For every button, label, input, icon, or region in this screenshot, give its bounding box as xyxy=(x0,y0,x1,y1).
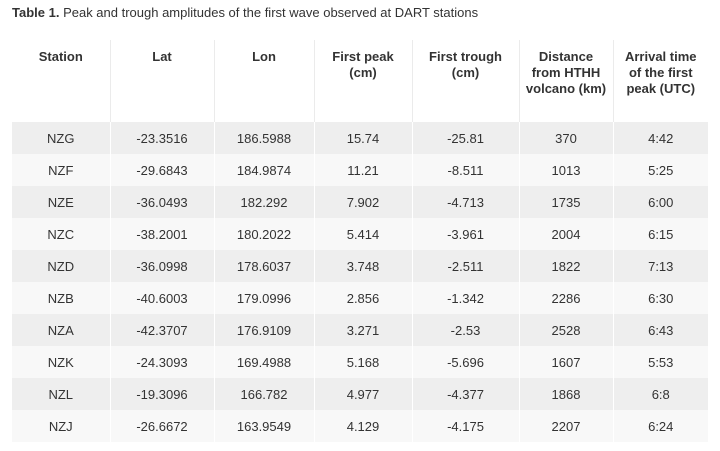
cell-distance: 1868 xyxy=(519,378,614,410)
cell-first-peak: 4.129 xyxy=(314,410,413,442)
header-lat: Lat xyxy=(110,40,215,122)
cell-first-peak: 4.977 xyxy=(314,378,413,410)
cell-lat: -24.3093 xyxy=(110,346,215,378)
cell-lon: 182.292 xyxy=(214,186,315,218)
cell-first-peak: 3.748 xyxy=(314,250,413,282)
cell-first-peak: 15.74 xyxy=(314,122,413,154)
table-caption: Table 1. Peak and trough amplitudes of t… xyxy=(12,4,478,22)
header-distance: Distance from HTHH volcano (km) xyxy=(519,40,614,122)
cell-station: NZB xyxy=(12,282,111,314)
cell-lat: -19.3096 xyxy=(110,378,215,410)
cell-first-peak: 5.168 xyxy=(314,346,413,378)
table-row: NZA -42.3707 176.9109 3.271 -2.53 2528 6:43 xyxy=(12,314,708,346)
cell-distance: 2207 xyxy=(519,410,614,442)
cell-lon: 179.0996 xyxy=(214,282,315,314)
cell-station: NZG xyxy=(12,122,111,154)
cell-first-peak: 11.21 xyxy=(314,154,413,186)
header-row: Station Lat Lon First peak (cm) First tr… xyxy=(12,40,708,122)
cell-lon: 184.9874 xyxy=(214,154,315,186)
cell-arrival-time: 5:53 xyxy=(613,346,708,378)
cell-station: NZC xyxy=(12,218,111,250)
table-header: Station Lat Lon First peak (cm) First tr… xyxy=(12,40,708,122)
cell-distance: 1013 xyxy=(519,154,614,186)
table-caption-text: Peak and trough amplitudes of the first … xyxy=(59,5,479,20)
cell-distance: 1607 xyxy=(519,346,614,378)
cell-lat: -29.6843 xyxy=(110,154,215,186)
table-row: NZC -38.2001 180.2022 5.414 -3.961 2004 6:15 xyxy=(12,218,708,250)
header-arrival-time: Arrival time of the first peak (UTC) xyxy=(624,49,697,96)
cell-distance: 370 xyxy=(519,122,614,154)
data-table-container: Station Lat Lon First peak (cm) First tr… xyxy=(12,40,708,442)
table-row: NZL -19.3096 166.782 4.977 -4.377 1868 6:8 xyxy=(12,378,708,410)
cell-lon: 178.6037 xyxy=(214,250,315,282)
cell-first-trough: -25.81 xyxy=(412,122,520,154)
cell-lat: -42.3707 xyxy=(110,314,215,346)
cell-lat: -23.3516 xyxy=(110,122,215,154)
cell-first-trough: -8.511 xyxy=(412,154,520,186)
cell-first-trough: -4.377 xyxy=(412,378,520,410)
cell-first-peak: 3.271 xyxy=(314,314,413,346)
cell-lat: -40.6003 xyxy=(110,282,215,314)
cell-distance: 1822 xyxy=(519,250,614,282)
dart-stations-table: Station Lat Lon First peak (cm) First tr… xyxy=(12,40,708,442)
header-first-peak: First peak (cm) xyxy=(314,40,413,122)
cell-first-trough: -5.696 xyxy=(412,346,520,378)
cell-lat: -26.6672 xyxy=(110,410,215,442)
cell-arrival-time: 7:13 xyxy=(613,250,708,282)
cell-lon: 180.2022 xyxy=(214,218,315,250)
cell-arrival-time: 5:25 xyxy=(613,154,708,186)
cell-distance: 2286 xyxy=(519,282,614,314)
cell-station: NZE xyxy=(12,186,111,218)
table-row: NZJ -26.6672 163.9549 4.129 -4.175 2207 6:24 xyxy=(12,410,708,442)
cell-arrival-time: 6:24 xyxy=(613,410,708,442)
cell-lon: 176.9109 xyxy=(214,314,315,346)
cell-arrival-time: 6:30 xyxy=(613,282,708,314)
cell-lat: -36.0493 xyxy=(110,186,215,218)
table-row: NZB -40.6003 179.0996 2.856 -1.342 2286 6:30 xyxy=(12,282,708,314)
cell-distance: 2004 xyxy=(519,218,614,250)
cell-lon: 186.5988 xyxy=(214,122,315,154)
table-row: NZF -29.6843 184.9874 11.21 -8.511 1013 5:25 xyxy=(12,154,708,186)
cell-lat: -38.2001 xyxy=(110,218,215,250)
cell-arrival-time: 6:15 xyxy=(613,218,708,250)
header-station: Station xyxy=(12,40,111,122)
cell-station: NZF xyxy=(12,154,111,186)
cell-first-trough: -1.342 xyxy=(412,282,520,314)
table-row: NZK -24.3093 169.4988 5.168 -5.696 1607 5:53 xyxy=(12,346,708,378)
table-row: NZD -36.0998 178.6037 3.748 -2.511 1822 7:13 xyxy=(12,250,708,282)
cell-first-trough: -3.961 xyxy=(412,218,520,250)
cell-distance: 2528 xyxy=(519,314,614,346)
cell-arrival-time: 4:42 xyxy=(613,122,708,154)
table-row: NZE -36.0493 182.292 7.902 -4.713 1735 6:00 xyxy=(12,186,708,218)
cell-arrival-time: 6:43 xyxy=(613,314,708,346)
table-caption-label: Table 1. xyxy=(12,5,60,20)
cell-lon: 163.9549 xyxy=(214,410,315,442)
cell-station: NZD xyxy=(12,250,111,282)
cell-arrival-time: 6:8 xyxy=(613,378,708,410)
cell-first-peak: 7.902 xyxy=(314,186,413,218)
header-first-trough: First trough (cm) xyxy=(412,40,520,122)
cell-first-peak: 5.414 xyxy=(314,218,413,250)
table-body: NZG -23.3516 186.5988 15.74 -25.81 370 4:42 NZF… xyxy=(12,122,708,442)
cell-first-trough: -4.175 xyxy=(412,410,520,442)
cell-station: NZA xyxy=(12,314,111,346)
cell-station: NZL xyxy=(12,378,111,410)
cell-first-peak: 2.856 xyxy=(314,282,413,314)
cell-lon: 166.782 xyxy=(214,378,315,410)
cell-station: NZK xyxy=(12,346,111,378)
cell-arrival-time: 6:00 xyxy=(613,186,708,218)
cell-lat: -36.0998 xyxy=(110,250,215,282)
cell-distance: 1735 xyxy=(519,186,614,218)
header-lon: Lon xyxy=(214,40,315,122)
cell-first-trough: -2.53 xyxy=(412,314,520,346)
cell-lon: 169.4988 xyxy=(214,346,315,378)
cell-first-trough: -4.713 xyxy=(412,186,520,218)
table-row: NZG -23.3516 186.5988 15.74 -25.81 370 4:42 xyxy=(12,122,708,154)
cell-station: NZJ xyxy=(12,410,111,442)
cell-first-trough: -2.511 xyxy=(412,250,520,282)
